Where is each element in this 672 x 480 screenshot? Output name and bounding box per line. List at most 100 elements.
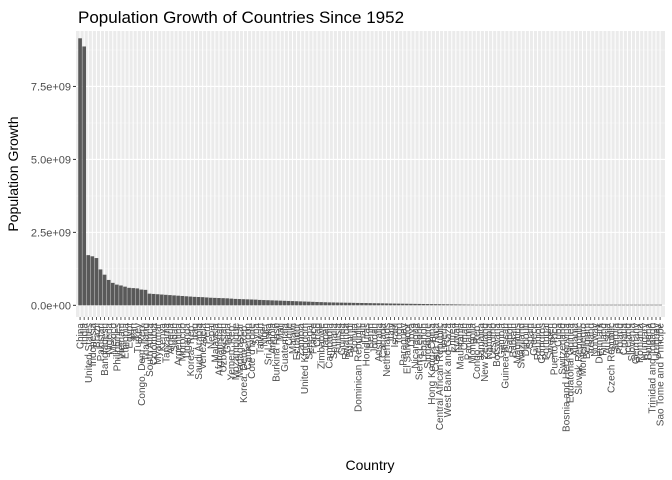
bar — [405, 303, 409, 306]
x-tick-label: Somalia — [329, 323, 340, 360]
bar — [507, 304, 511, 306]
x-tick-label: Serbia — [611, 323, 622, 352]
y-tick-label: 2.5e+09 — [31, 227, 71, 239]
x-tick-label: Italy — [386, 323, 397, 341]
x-tick-label: Cambodia — [325, 323, 336, 369]
bar — [270, 300, 274, 306]
x-tick-label: Nepal — [206, 323, 217, 349]
bar — [617, 304, 622, 306]
bar — [650, 304, 654, 306]
bar — [135, 288, 140, 306]
bar — [176, 295, 180, 306]
bar — [266, 300, 270, 306]
bar — [257, 299, 262, 306]
bar — [355, 302, 360, 306]
x-tick-label: Botswana — [492, 323, 503, 367]
bar — [421, 303, 426, 306]
bar — [498, 304, 503, 306]
x-tick-label: Korea, Dem. Rep. — [239, 323, 250, 403]
x-tick-label: Benin — [366, 323, 377, 349]
bar — [621, 304, 626, 306]
bar — [417, 303, 421, 306]
bar — [78, 38, 82, 306]
x-tick-label: Egypt — [125, 323, 136, 349]
bar — [233, 298, 238, 306]
x-tick-label: Poland — [615, 323, 626, 354]
x-tick-label: Bangladesh — [100, 323, 111, 376]
x-tick-label: Czech Republic — [607, 323, 618, 393]
x-tick-label: Thailand — [141, 323, 152, 361]
x-tick-label: Saudi Arabia — [194, 323, 205, 380]
x-tick-label: Lebanon — [419, 323, 430, 362]
x-tick-label: Montenegro — [578, 323, 589, 377]
x-tick-label: Korea, Rep. — [186, 323, 197, 376]
bar — [654, 304, 658, 306]
bar — [458, 304, 462, 306]
bar — [376, 303, 381, 306]
bar — [241, 299, 246, 306]
x-tick-label: Canada — [378, 323, 389, 358]
x-tick-label: Madagascar — [235, 322, 246, 378]
bar — [347, 302, 352, 306]
x-tick-label: Norway — [590, 323, 601, 357]
x-tick-label: Jordan — [370, 323, 381, 354]
x-tick-label: Gambia — [496, 323, 507, 358]
bar — [221, 298, 225, 306]
bar — [392, 303, 397, 306]
bar — [556, 304, 560, 306]
bar — [466, 304, 470, 306]
bar — [511, 304, 515, 306]
bar — [560, 304, 564, 306]
bar — [208, 297, 213, 306]
bar — [274, 300, 278, 306]
x-tick-label: Tanzania — [161, 323, 172, 363]
x-tick-label: Trinidad and Tobago — [647, 323, 658, 414]
x-tick-label: Uruguay — [652, 323, 663, 361]
x-tick-label: Chile — [284, 323, 295, 346]
bar — [290, 301, 295, 306]
x-tick-label: Philippines — [112, 323, 123, 371]
x-tick-label: Sri Lanka — [263, 323, 274, 366]
bar — [474, 304, 479, 306]
bar — [462, 304, 466, 306]
x-tick-label: Hong Kong, China — [427, 323, 438, 405]
bar — [547, 304, 552, 306]
y-axis: 0.0e+00 2.5e+09 5.0e+09 7.5e+09 — [31, 81, 76, 312]
x-tick-label: Cuba — [553, 323, 564, 347]
x-tick-label: Brazil — [92, 323, 103, 348]
x-tick-label: Nicaragua — [411, 323, 422, 369]
x-tick-label: Argentina — [174, 323, 185, 366]
bar — [94, 258, 99, 306]
x-tick-label: Colombia — [149, 323, 160, 366]
bar — [143, 289, 148, 306]
x-tick-label: Belgium — [582, 323, 593, 359]
x-tick-label: Bulgaria — [643, 323, 654, 360]
bar — [351, 302, 356, 306]
bar — [119, 285, 123, 306]
x-tick-label: Afghanistan — [214, 323, 225, 376]
x-tick-label: Bosnia and Herzegovina — [562, 323, 573, 432]
bar — [225, 298, 229, 306]
bar — [188, 296, 193, 306]
bar — [155, 294, 160, 306]
x-tick-label: Burkina Faso — [272, 323, 283, 382]
bar — [552, 304, 556, 306]
x-tick-label: United Kingdom — [300, 323, 311, 394]
bar — [180, 295, 185, 306]
x-tick-label: El Salvador — [402, 322, 413, 374]
bar — [629, 304, 634, 306]
bar — [282, 300, 287, 306]
bar — [213, 297, 217, 306]
bar — [164, 294, 168, 306]
bar — [592, 304, 597, 306]
bar — [596, 304, 601, 306]
x-tick-label: Australia — [374, 323, 385, 362]
y-axis-title: Population Growth — [5, 116, 21, 231]
bar — [454, 304, 458, 306]
bar — [576, 304, 581, 306]
bar — [331, 302, 336, 306]
bar — [184, 296, 189, 306]
x-tick-label: Tunisia — [333, 323, 344, 355]
bar — [343, 302, 348, 306]
